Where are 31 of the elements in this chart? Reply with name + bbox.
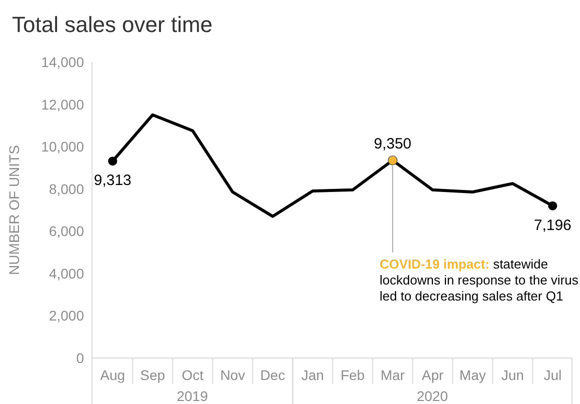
x-tick-label: Sep (140, 367, 166, 383)
x-tick-label: Apr (422, 367, 444, 383)
x-tick-label: Nov (220, 367, 246, 383)
x-tick-label: Jun (501, 367, 524, 383)
x-tick-label: Aug (100, 367, 126, 383)
text: 2020 (416, 388, 448, 404)
y-tick-label: 0 (76, 350, 84, 366)
y-tick-label: 12,000 (41, 96, 84, 112)
y-tick-label: 14,000 (41, 54, 84, 70)
y-axis-title: NUMBER OF UNITS (6, 145, 22, 275)
chart-title: Total sales over time (12, 12, 213, 38)
y-tick-label: 10,000 (41, 138, 84, 155)
data-label: 7,196 (534, 216, 572, 234)
y-tick-label: 8,000 (48, 180, 84, 197)
y-tick-label: 2,000 (48, 308, 84, 324)
x-tick-label: Dec (260, 367, 286, 383)
x-tick-label: Jul (544, 367, 562, 383)
x-tick-label: Oct (182, 367, 204, 383)
x-tick-label: May (459, 367, 486, 383)
y-tick-label: 6,000 (48, 223, 84, 240)
x-tick-label: Feb (340, 367, 365, 383)
point (108, 156, 118, 166)
point (548, 201, 558, 210)
data-label: 9,350 (374, 135, 412, 152)
x-tick-label: Mar (380, 367, 406, 383)
x-tick-label: Jan (301, 367, 324, 383)
data-label: 9,313 (94, 172, 132, 190)
annotation: COVID-19 impact: statewide lockdowns in response to the virus led to decreasing sales after Q1 (380, 256, 579, 304)
point (388, 155, 398, 166)
text: 2019 (176, 388, 208, 404)
y-tick-label: 4,000 (48, 265, 84, 282)
